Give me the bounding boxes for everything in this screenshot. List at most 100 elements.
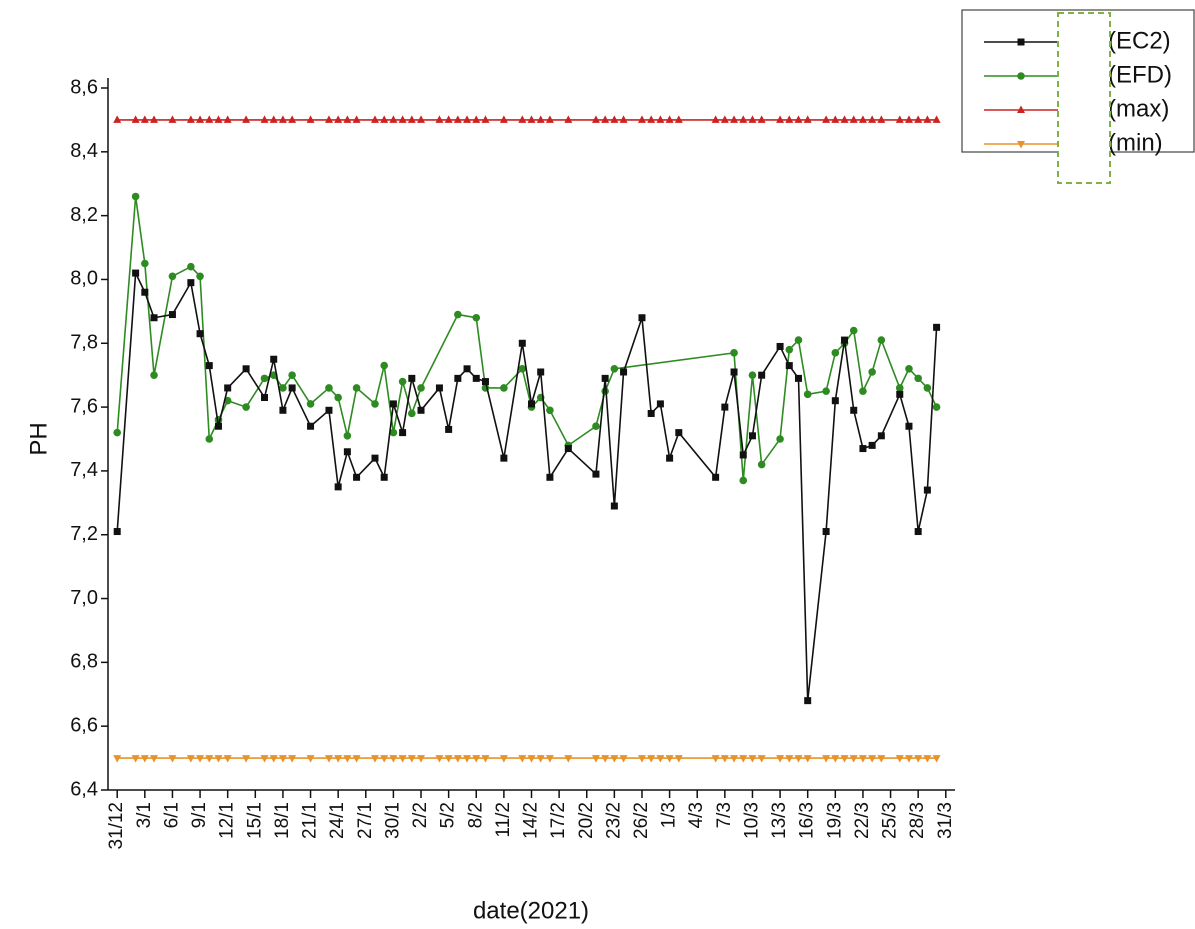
y-tick-label: 7,8: [70, 332, 98, 354]
marker: [380, 115, 389, 123]
marker: [822, 755, 831, 763]
marker: [620, 368, 628, 376]
marker: [536, 755, 545, 763]
marker: [408, 409, 416, 418]
marker: [472, 755, 481, 763]
marker: [868, 368, 876, 376]
marker: [518, 365, 527, 373]
marker: [435, 755, 444, 763]
x-tick-label: 8/2: [465, 802, 486, 828]
marker: [849, 326, 858, 335]
marker: [933, 323, 941, 331]
marker: [785, 115, 794, 123]
marker: [352, 384, 361, 392]
marker: [1017, 72, 1025, 80]
x-tick-label: 10/3: [741, 802, 762, 839]
marker: [822, 115, 831, 123]
marker: [758, 371, 766, 379]
x-tick-label: 31/3: [935, 802, 956, 839]
marker: [527, 755, 536, 763]
marker: [445, 425, 453, 433]
marker: [739, 451, 747, 459]
marker: [454, 310, 462, 319]
marker: [370, 755, 379, 763]
marker: [591, 755, 600, 763]
marker: [831, 115, 840, 123]
marker: [905, 422, 913, 430]
marker: [205, 435, 214, 443]
marker: [536, 115, 545, 123]
y-tick-label: 8,2: [70, 204, 98, 226]
marker: [499, 115, 508, 123]
marker: [279, 384, 287, 392]
marker: [914, 755, 923, 763]
marker: [407, 755, 416, 763]
marker: [132, 269, 140, 277]
marker: [196, 272, 204, 281]
marker: [932, 755, 941, 763]
marker: [803, 755, 812, 763]
marker: [269, 115, 278, 123]
marker: [343, 448, 351, 456]
marker: [712, 473, 720, 481]
marker: [730, 755, 739, 763]
marker: [472, 374, 480, 382]
marker: [794, 336, 803, 344]
marker: [371, 400, 379, 408]
marker: [932, 403, 941, 411]
marker: [472, 115, 481, 123]
marker: [380, 755, 389, 763]
marker: [757, 755, 766, 763]
x-tick-label: 22/3: [852, 802, 873, 839]
marker: [923, 384, 932, 392]
marker: [113, 528, 121, 536]
marker: [610, 755, 619, 763]
marker: [260, 115, 269, 123]
marker: [858, 115, 867, 123]
marker: [546, 473, 554, 481]
marker: [150, 314, 158, 322]
marker: [905, 365, 913, 373]
marker: [877, 755, 886, 763]
marker: [417, 755, 426, 763]
marker: [914, 528, 922, 536]
marker: [739, 115, 748, 123]
marker: [205, 115, 214, 123]
marker: [545, 115, 554, 123]
y-tick-label: 6,8: [70, 651, 98, 673]
marker: [260, 755, 269, 763]
x-axis-label: date(2021): [473, 897, 589, 924]
marker: [923, 115, 932, 123]
y-tick-label: 7,0: [70, 587, 98, 609]
marker: [260, 374, 269, 383]
x-tick-label: 1/3: [659, 802, 680, 828]
y-tick-label: 8,0: [70, 268, 98, 290]
marker: [168, 311, 176, 319]
marker: [454, 374, 462, 382]
marker: [353, 473, 361, 481]
series-line: [116, 270, 938, 701]
marker: [389, 428, 398, 437]
marker: [453, 755, 462, 763]
marker: [757, 115, 766, 123]
marker: [463, 115, 472, 123]
marker: [187, 262, 195, 271]
marker: [665, 115, 674, 123]
marker: [261, 394, 269, 402]
x-tick-label: 17/2: [548, 802, 569, 839]
x-tick-label: 28/3: [907, 802, 928, 839]
marker: [748, 432, 756, 440]
marker: [785, 755, 794, 763]
marker: [205, 362, 213, 370]
marker: [242, 403, 250, 411]
marker: [850, 406, 858, 414]
marker: [711, 755, 720, 763]
marker: [131, 192, 140, 201]
marker: [1017, 105, 1025, 113]
marker: [721, 403, 729, 411]
x-tick-label: 21/1: [300, 802, 321, 839]
marker: [546, 406, 554, 415]
x-tick-label: 26/2: [631, 802, 652, 839]
marker: [711, 115, 720, 123]
marker: [804, 697, 812, 705]
